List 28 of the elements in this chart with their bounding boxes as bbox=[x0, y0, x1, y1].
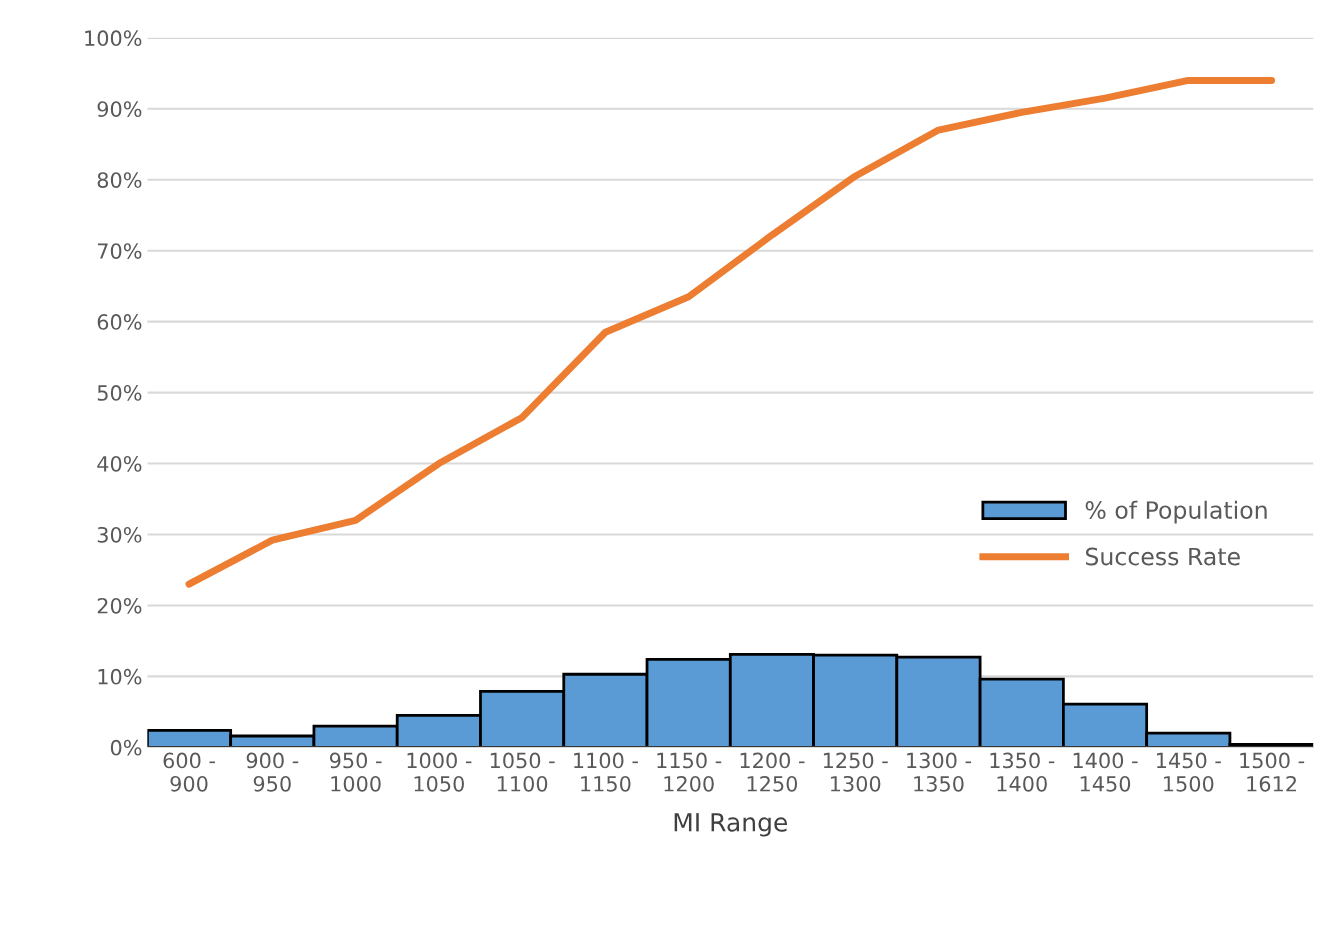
x-tick-label: 1450 - 1500 bbox=[1157, 752, 1221, 792]
y-tick-label: 60% bbox=[97, 314, 142, 330]
y-tick-label: 50% bbox=[97, 385, 142, 401]
x-tick-label: 600 - 900 bbox=[163, 752, 215, 792]
x-tick-label: 1000 - 1050 bbox=[407, 752, 472, 792]
y-tick-label: 80% bbox=[97, 172, 142, 188]
y-tick-label: 0% bbox=[110, 739, 142, 756]
x-tick-label: 1150 - 1200 bbox=[657, 752, 722, 792]
x-tick-label: 1050 - 1100 bbox=[490, 752, 555, 792]
x-tick-label: 1300 - 1350 bbox=[907, 752, 972, 792]
x-tick-label: 1500 - 1612 bbox=[1240, 752, 1305, 792]
x-tick-label: 950 - 1000 bbox=[329, 752, 382, 792]
x-tick-label: 900 - 950 bbox=[246, 752, 299, 792]
y-tick-label: 20% bbox=[97, 597, 142, 614]
y-tick-label: 90% bbox=[97, 101, 142, 117]
x-tick-label: 1350 - 1400 bbox=[990, 752, 1055, 792]
x-tick-label: 1400 - 1450 bbox=[1073, 752, 1138, 792]
y-tick-label: 40% bbox=[97, 455, 142, 472]
y-tick-label: 100% bbox=[85, 30, 142, 47]
y-tick-label: 30% bbox=[97, 526, 142, 543]
legend-label: % of Population bbox=[1085, 500, 1267, 524]
y-tick-label: 10% bbox=[98, 668, 142, 685]
x-tick-label: 1100 - 1150 bbox=[574, 752, 638, 792]
y-tick-label: 70% bbox=[97, 243, 142, 259]
x-tick-label: 1200 - 1250 bbox=[740, 752, 805, 792]
x-tick-label: 1250 - 1300 bbox=[823, 752, 888, 792]
x-axis-title: MI Range bbox=[674, 813, 788, 837]
legend-label: Success Rate bbox=[1085, 547, 1240, 566]
